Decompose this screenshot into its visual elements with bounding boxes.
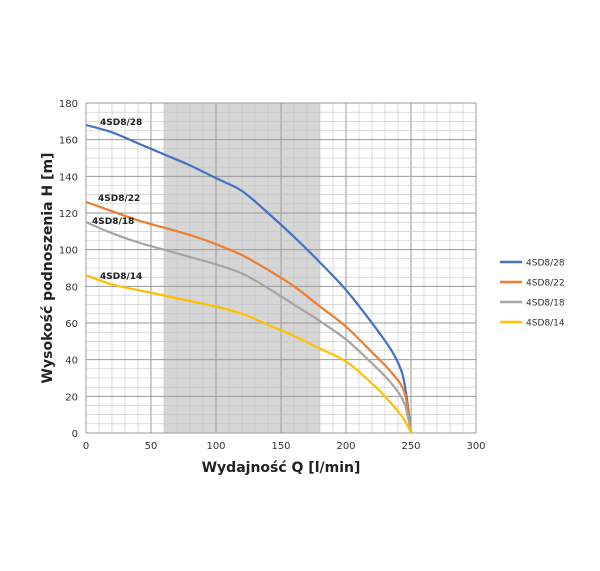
legend-label: 4SD8/14 xyxy=(526,319,565,329)
legend-label: 4SD8/18 xyxy=(526,299,565,309)
series-line-4SD8-22 xyxy=(85,200,413,434)
y-tick-label: 140 xyxy=(59,172,78,183)
x-tick-label: 0 xyxy=(83,441,89,452)
x-tick-label: 100 xyxy=(206,441,225,452)
y-tick-label: 20 xyxy=(65,392,78,403)
x-axis-title: Wydajność Q [l/min] xyxy=(202,460,361,476)
series-line-4SD8-18 xyxy=(85,221,413,434)
y-tick-label: 0 xyxy=(72,429,78,440)
x-tick-label: 200 xyxy=(336,441,355,452)
series-line-4SD8-28 xyxy=(85,123,413,434)
y-axis-title: Wysokość podnoszenia H [m] xyxy=(40,153,56,384)
series-labels: 4SD8/28 4SD8/22 4SD8/18 4SD8/14 xyxy=(92,118,142,282)
y-tick-label: 40 xyxy=(65,356,78,367)
x-tick-label: 300 xyxy=(466,441,485,452)
series-line-4SD8-14 xyxy=(85,274,412,434)
x-tick-label: 250 xyxy=(401,441,420,452)
legend: 4SD8/28 4SD8/22 4SD8/18 4SD8/14 xyxy=(500,259,565,329)
tick-labels: 0 50 100 150 200 250 300 0 20 40 60 80 100 120 140 160 1… xyxy=(59,99,486,452)
legend-label: 4SD8/22 xyxy=(526,279,565,289)
series-label: 4SD8/22 xyxy=(98,194,140,204)
y-tick-label: 60 xyxy=(65,319,78,330)
x-tick-label: 150 xyxy=(271,441,290,452)
x-tick-label: 50 xyxy=(145,441,158,452)
y-tick-label: 80 xyxy=(65,282,78,293)
series-label: 4SD8/28 xyxy=(100,118,142,128)
legend-label: 4SD8/28 xyxy=(526,259,565,269)
y-tick-label: 120 xyxy=(59,209,78,220)
series-label: 4SD8/18 xyxy=(92,217,134,227)
y-tick-label: 180 xyxy=(59,99,78,110)
series-label: 4SD8/14 xyxy=(100,272,142,282)
y-tick-label: 100 xyxy=(59,246,78,257)
gridlines xyxy=(85,102,477,434)
series-lines xyxy=(85,123,413,434)
y-tick-label: 160 xyxy=(59,136,78,147)
